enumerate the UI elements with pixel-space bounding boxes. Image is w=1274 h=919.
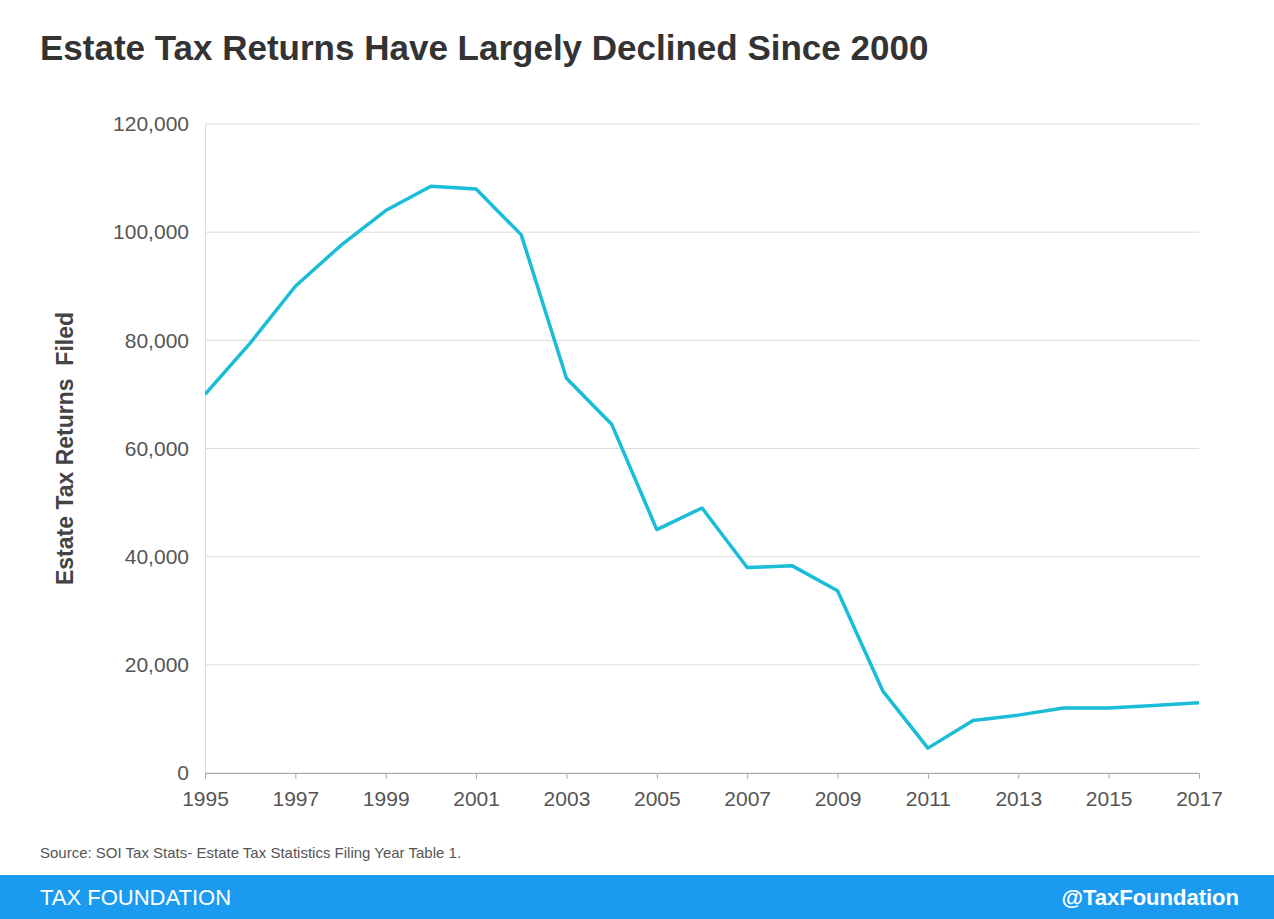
x-tick: 1995	[182, 773, 229, 810]
x-axis: 1995 1997 1999 2001 2003 2005 2007 2009 2011 2013…	[182, 773, 1223, 810]
grid-line	[205, 232, 1199, 233]
grid-line	[205, 448, 1199, 449]
x-tick-mark	[1109, 773, 1110, 779]
x-tick-mark	[1199, 773, 1200, 779]
plot: 0 20,000 40,000 60,000 80,000 100,000 120,000 1…	[113, 112, 1223, 810]
x-tick-mark	[205, 773, 206, 779]
y-tick: 60,000	[125, 437, 205, 460]
grid-line	[205, 340, 1199, 341]
grid-line	[205, 773, 1199, 774]
x-tick-mark	[838, 773, 839, 779]
y-tick: 100,000	[113, 220, 205, 243]
x-tick-label: 2005	[634, 787, 681, 810]
x-tick: 2013	[995, 773, 1042, 810]
x-tick-label: 2013	[995, 787, 1042, 810]
x-tick: 2005	[634, 773, 681, 810]
x-tick-label: 2017	[1176, 787, 1223, 810]
x-tick-mark	[295, 773, 296, 779]
x-tick-label: 2009	[815, 787, 862, 810]
x-tick: 2009	[815, 773, 862, 810]
y-axis-line	[205, 125, 206, 774]
x-tick-mark	[476, 773, 477, 779]
chart: Estate Tax Returns Have Largely Declined…	[0, 0, 1274, 919]
footer-bar	[0, 875, 1274, 919]
marks	[205, 186, 1199, 748]
footer-right: @TaxFoundation	[1062, 885, 1239, 910]
y-tick-label: 0	[177, 761, 189, 784]
x-tick: 2003	[544, 773, 591, 810]
x-tick-label: 2011	[906, 787, 951, 810]
y-tick: 80,000	[125, 329, 205, 352]
x-tick-label: 1995	[182, 787, 229, 810]
y-tick-label: 60,000	[125, 437, 189, 460]
x-tick-mark	[1018, 773, 1019, 779]
x-tick: 2017	[1176, 773, 1223, 810]
x-tick: 2015	[1086, 773, 1133, 810]
x-tick: 2001	[453, 773, 500, 810]
y-tick-label: 80,000	[125, 329, 189, 352]
y-tick-label: 20,000	[125, 653, 189, 676]
x-tick-label: 2001	[453, 787, 500, 810]
x-tick-label: 2003	[544, 787, 591, 810]
y-tick-label: 40,000	[125, 545, 189, 568]
x-tick-label: 1997	[273, 787, 320, 810]
footer-left: TAX FOUNDATION	[40, 885, 231, 910]
x-tick-mark	[747, 773, 748, 779]
x-tick-label: 2015	[1086, 787, 1133, 810]
x-axis-line	[206, 773, 1200, 774]
grid	[205, 124, 1199, 773]
y-tick: 40,000	[125, 545, 205, 568]
x-tick-mark	[386, 773, 387, 779]
y-tick-label: 120,000	[113, 112, 189, 135]
y-tick: 0	[177, 761, 205, 784]
y-tick-label: 100,000	[113, 220, 189, 243]
grid-line	[205, 124, 1199, 125]
x-tick-mark	[566, 773, 567, 779]
grid-line	[205, 664, 1199, 665]
x-tick: 2007	[724, 773, 771, 810]
y-axis-title: Estate Tax Returns Filed	[52, 312, 78, 585]
grid-line	[205, 556, 1199, 557]
source: Source: SOI Tax Stats- Estate Tax Statis…	[40, 844, 461, 861]
x-tick-mark	[657, 773, 658, 779]
y-axis: 0 20,000 40,000 60,000 80,000 100,000 120,000	[113, 112, 205, 784]
y-tick: 120,000	[113, 112, 205, 135]
title: Estate Tax Returns Have Largely Declined…	[40, 28, 928, 67]
x-tick: 1997	[273, 773, 320, 810]
x-tick-label: 2007	[724, 787, 771, 810]
x-tick: 1999	[363, 773, 410, 810]
data-line	[205, 186, 1199, 748]
y-tick: 20,000	[125, 653, 205, 676]
x-tick-label: 1999	[363, 787, 410, 810]
x-tick: 2011	[906, 773, 951, 810]
x-tick-mark	[928, 773, 929, 779]
